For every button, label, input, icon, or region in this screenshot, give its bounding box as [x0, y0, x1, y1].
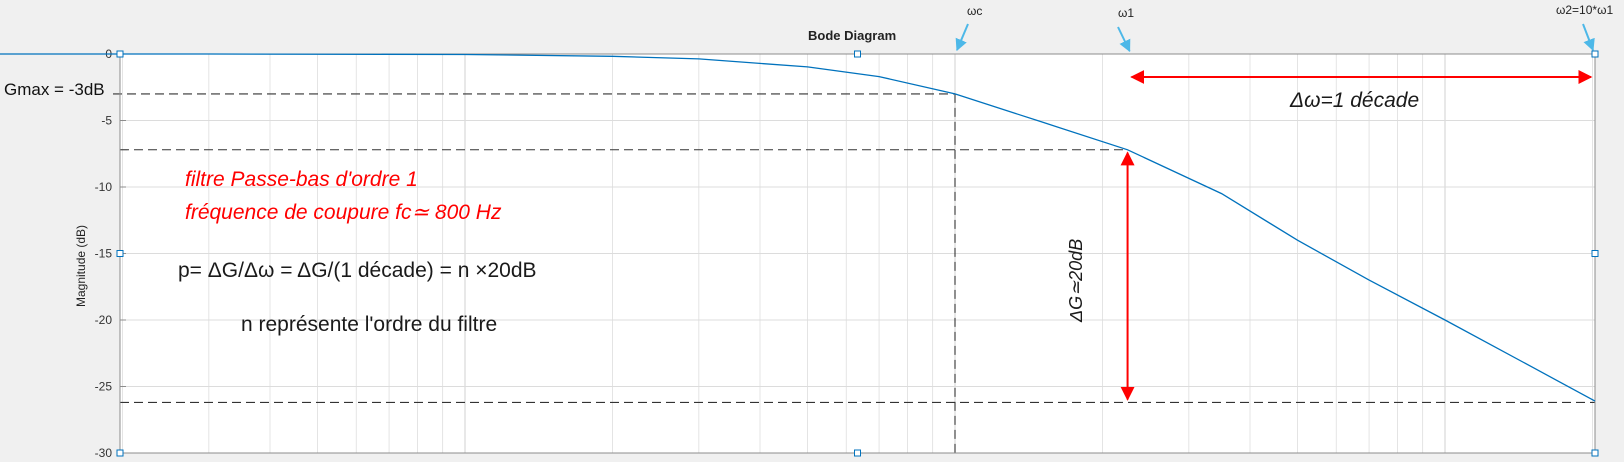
- selection-handle: [854, 50, 861, 58]
- y-tick-label: -30: [95, 446, 113, 460]
- y-tick-label: -10: [95, 180, 113, 194]
- wc-label: ωc: [967, 4, 983, 18]
- slope-annotation: p= ΔG/Δω = ΔG/(1 décade) = n ×20dB: [178, 259, 537, 282]
- selection-handle: [1591, 50, 1599, 58]
- delta-g-annotation: ΔG≃20dB: [1066, 238, 1086, 322]
- selection-handle: [1591, 250, 1599, 257]
- selection-handle: [1591, 449, 1599, 457]
- w1-marker-arrow: [1117, 26, 1131, 53]
- y-ticks: 0-5-10-15-20-25-30: [95, 47, 126, 460]
- gmax-annotation: Gmax = -3dB: [4, 80, 105, 99]
- y-tick-label: -15: [95, 247, 113, 261]
- y-tick-label: -20: [95, 313, 113, 327]
- delta-omega-annotation: Δω=1 décade: [1290, 89, 1420, 112]
- filter-type-annotation: filtre Passe-bas d'ordre 1: [185, 168, 418, 191]
- selection-handle: [116, 50, 124, 58]
- cutoff-annotation: fréquence de coupure fc≃ 800 Hz: [185, 201, 502, 224]
- selection-handle: [116, 449, 124, 457]
- w1-label: ω1: [1118, 6, 1135, 20]
- y-tick-label: -5: [101, 114, 112, 128]
- order-annotation: n représente l'ordre du filtre: [241, 313, 498, 336]
- y-tick-label: -25: [95, 380, 113, 394]
- magnitude-curve: [0, 53, 1596, 402]
- selection-handle: [116, 250, 124, 257]
- selection-handles: [116, 50, 1599, 457]
- wc-marker-arrow: [955, 23, 969, 52]
- chart-title: Bode Diagram: [808, 28, 897, 43]
- y-axis-label: Magnitude (dB): [74, 224, 88, 307]
- reference-lines: [113, 93, 1595, 453]
- annotation-arrows: [955, 23, 1595, 401]
- w2-marker-arrow: [1582, 23, 1595, 52]
- w2-label: ω2=10*ω1: [1556, 3, 1614, 17]
- selection-handle: [854, 449, 861, 457]
